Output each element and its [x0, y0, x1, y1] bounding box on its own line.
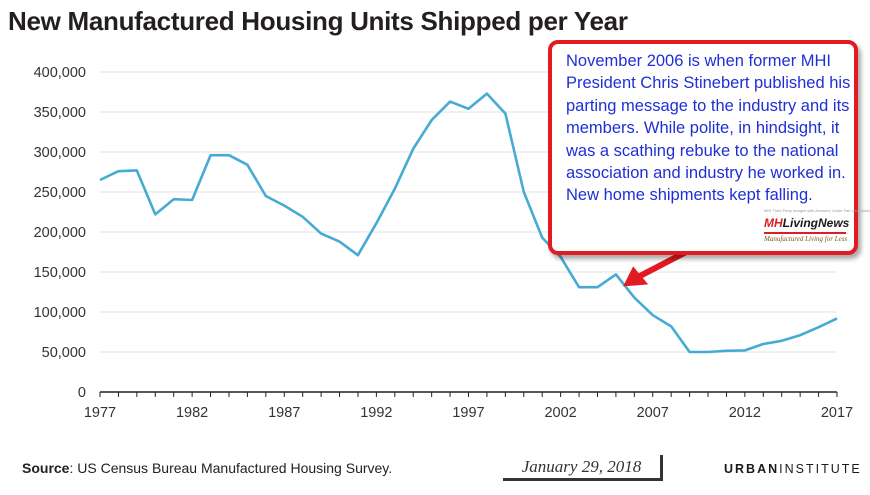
x-tick-label: 1987: [268, 405, 300, 421]
annotation-callout: November 2006 is when former MHI Preside…: [548, 40, 870, 255]
y-tick-label: 400,000: [34, 65, 86, 81]
source-note: Source: US Census Bureau Manufactured Ho…: [22, 460, 393, 476]
x-tick-label: 1997: [452, 405, 484, 421]
y-tick-label: 250,000: [34, 185, 86, 201]
y-tick-label: 200,000: [34, 225, 86, 241]
x-tick-label: 1982: [176, 405, 208, 421]
y-tick-label: 100,000: [34, 305, 86, 321]
series-line: [99, 92, 838, 354]
y-tick-label: 150,000: [34, 265, 86, 281]
urban-institute-logo: URBANINSTITUTE: [724, 462, 862, 476]
date-stamp: January 29, 2018: [503, 455, 663, 481]
logo-divider: [764, 232, 846, 234]
callout-arrow: [623, 247, 693, 287]
logo-fine-print: MHI Third Party Images with Answers Unde…: [764, 208, 870, 213]
x-tick-label: 1992: [360, 405, 392, 421]
x-axis-ticks: 1977 1982 1987 1992 1997 2002 2007 2012 2017: [84, 392, 853, 421]
y-tick-label: 300,000: [34, 145, 86, 161]
x-tick-label: 2012: [729, 405, 761, 421]
y-axis-ticks: 0 50,000 100,000 150,000 200,000 250,000 300,0…: [34, 65, 86, 401]
arrow-head: [623, 266, 649, 287]
chart-title: New Manufactured Housing Units Shipped p…: [8, 6, 628, 36]
logo-name: MHLivingNews: [764, 216, 850, 230]
x-tick-label: 2017: [821, 405, 853, 421]
y-tick-label: 350,000: [34, 105, 86, 121]
x-tick-label: 1977: [84, 405, 116, 421]
callout-text: November 2006 is when former MHI Preside…: [566, 52, 851, 205]
y-tick-label: 50,000: [42, 345, 86, 361]
mhlivingnews-logo: MHI Third Party Images with Answers Unde…: [764, 208, 870, 248]
x-tick-label: 2002: [544, 405, 576, 421]
y-tick-label: 0: [78, 385, 86, 401]
x-tick-label: 2007: [637, 405, 669, 421]
logo-tagline: Manufactured Living for Less: [764, 235, 848, 243]
